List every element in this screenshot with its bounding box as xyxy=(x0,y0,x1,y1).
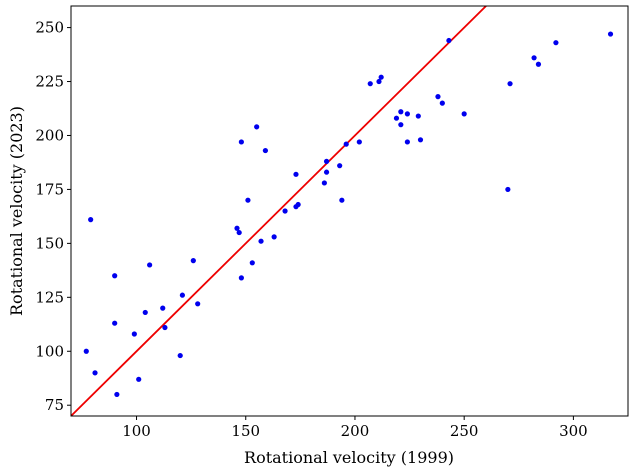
data-point xyxy=(162,324,168,331)
data-point xyxy=(439,100,445,106)
data-point xyxy=(245,197,251,203)
data-point xyxy=(177,352,183,359)
data-point xyxy=(88,217,94,223)
y-tick-label: 125 xyxy=(35,288,64,306)
y-tick-label: 75 xyxy=(45,396,64,414)
data-point xyxy=(376,78,382,85)
data-point xyxy=(271,234,277,240)
y-tick-label: 100 xyxy=(35,342,64,360)
data-point xyxy=(114,391,120,398)
data-point xyxy=(417,137,424,143)
data-point xyxy=(258,238,264,244)
data-point xyxy=(553,40,559,46)
data-point xyxy=(339,197,345,203)
data-point xyxy=(160,305,166,311)
data-point xyxy=(323,169,330,175)
data-point xyxy=(136,376,142,382)
data-point xyxy=(367,81,373,87)
x-tick-label: 200 xyxy=(341,422,370,440)
data-point xyxy=(262,147,269,154)
x-tick-label: 300 xyxy=(559,422,588,440)
x-axis-ticks: 100 150 200 250 300 xyxy=(122,416,588,440)
data-point xyxy=(195,301,201,307)
y-axis-ticks: 75 100 125 150 175 200 225 250 xyxy=(35,19,71,414)
data-point xyxy=(435,94,441,100)
y-tick-label: 175 xyxy=(35,180,64,198)
data-point xyxy=(393,115,400,121)
x-axis-label: Rotational velocity (1999) xyxy=(244,448,454,467)
data-point xyxy=(398,122,404,128)
data-point xyxy=(356,139,362,145)
data-point xyxy=(398,109,404,115)
reference-line xyxy=(71,6,488,416)
data-point xyxy=(531,55,537,61)
data-point xyxy=(378,74,384,80)
data-point xyxy=(415,113,421,119)
data-point xyxy=(461,111,467,117)
data-point xyxy=(238,139,244,145)
data-point xyxy=(293,171,299,177)
data-point xyxy=(323,158,330,164)
data-point xyxy=(179,292,185,298)
data-point xyxy=(446,37,452,44)
y-tick-label: 225 xyxy=(35,73,64,91)
data-point xyxy=(607,31,614,37)
data-point xyxy=(282,208,288,214)
data-point xyxy=(404,111,410,117)
data-point xyxy=(142,309,148,316)
data-point xyxy=(147,262,153,268)
data-point xyxy=(505,186,511,193)
plot-frame xyxy=(70,5,629,417)
data-point xyxy=(404,139,410,145)
data-point xyxy=(343,141,349,147)
y-tick-label: 150 xyxy=(35,234,64,252)
x-tick-label: 150 xyxy=(231,422,260,440)
y-axis-label: Rotational velocity (2023) xyxy=(7,106,26,316)
data-point xyxy=(190,258,196,264)
data-points-layer xyxy=(83,31,614,398)
data-point xyxy=(535,61,542,67)
y-tick-label: 200 xyxy=(35,126,64,144)
data-point xyxy=(234,225,240,231)
data-point xyxy=(337,163,343,169)
data-point xyxy=(131,331,137,337)
data-point xyxy=(254,124,260,130)
data-point xyxy=(83,348,89,354)
data-point xyxy=(112,320,118,326)
data-point xyxy=(112,273,118,279)
reference-line-layer xyxy=(71,6,488,416)
data-point xyxy=(238,275,244,281)
data-point xyxy=(321,180,327,186)
data-point xyxy=(92,370,98,376)
data-point xyxy=(249,260,255,266)
data-point xyxy=(507,81,513,87)
x-tick-label: 100 xyxy=(122,422,151,440)
data-point xyxy=(295,201,301,208)
y-tick-label: 250 xyxy=(35,19,64,37)
x-tick-label: 250 xyxy=(450,422,479,440)
data-point xyxy=(236,229,242,236)
